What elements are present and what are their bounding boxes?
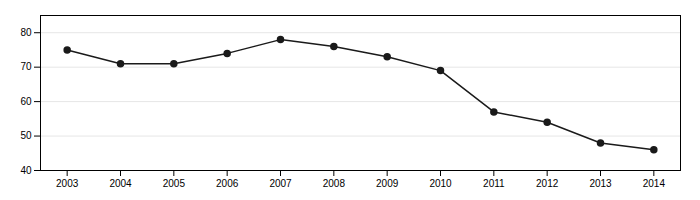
svg-text:2004: 2004 xyxy=(109,178,132,189)
svg-text:2011: 2011 xyxy=(483,178,505,189)
svg-text:2014: 2014 xyxy=(643,178,666,189)
svg-text:40: 40 xyxy=(20,165,32,176)
svg-text:70: 70 xyxy=(20,61,32,72)
svg-text:60: 60 xyxy=(20,96,32,107)
svg-text:2009: 2009 xyxy=(376,178,399,189)
svg-text:50: 50 xyxy=(20,130,32,141)
svg-text:2012: 2012 xyxy=(536,178,559,189)
svg-text:2010: 2010 xyxy=(429,178,452,189)
svg-text:2005: 2005 xyxy=(163,178,186,189)
svg-text:2008: 2008 xyxy=(323,178,346,189)
svg-text:2006: 2006 xyxy=(216,178,239,189)
svg-text:2007: 2007 xyxy=(269,178,292,189)
svg-text:2003: 2003 xyxy=(56,178,79,189)
svg-text:2013: 2013 xyxy=(589,178,612,189)
svg-text:80: 80 xyxy=(20,27,32,38)
